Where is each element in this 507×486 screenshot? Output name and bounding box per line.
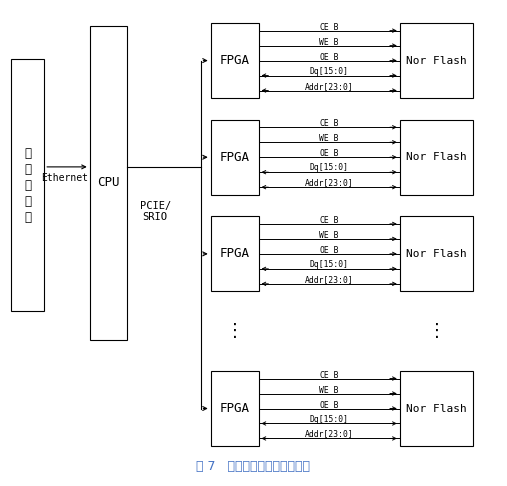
Bar (90, 26, 127, 340)
Bar (400, 120, 473, 195)
Text: ⋮: ⋮ (226, 322, 244, 340)
Text: WE_B: WE_B (319, 133, 339, 142)
Bar (210, 120, 259, 195)
Text: Nor Flash: Nor Flash (406, 55, 466, 66)
Text: 图 7   在线加载功能架构示意图: 图 7 在线加载功能架构示意图 (197, 460, 310, 472)
Text: WE_B: WE_B (319, 385, 339, 394)
Text: FPGA: FPGA (220, 54, 249, 67)
Text: Nor Flash: Nor Flash (406, 403, 466, 414)
Text: CE_B: CE_B (319, 119, 339, 127)
Text: PCIE/
SRIO: PCIE/ SRIO (139, 201, 171, 223)
Text: Dq[15:0]: Dq[15:0] (310, 415, 349, 424)
Text: Ethernet: Ethernet (41, 173, 88, 183)
Text: Dq[15:0]: Dq[15:0] (310, 67, 349, 76)
Text: WE_B: WE_B (319, 230, 339, 239)
Text: Addr[23:0]: Addr[23:0] (305, 178, 353, 187)
Text: WE_B: WE_B (319, 37, 339, 46)
Bar (210, 23, 259, 98)
Text: ⋮: ⋮ (427, 322, 446, 340)
Text: CE_B: CE_B (319, 22, 339, 31)
Text: Addr[23:0]: Addr[23:0] (305, 275, 353, 284)
Text: CPU: CPU (97, 176, 120, 189)
Text: CE_B: CE_B (319, 215, 339, 224)
Text: Dq[15:0]: Dq[15:0] (310, 260, 349, 269)
Text: OE_B: OE_B (319, 245, 339, 254)
Bar (210, 216, 259, 291)
Text: Addr[23:0]: Addr[23:0] (305, 82, 353, 91)
Text: FPGA: FPGA (220, 247, 249, 260)
Text: Nor Flash: Nor Flash (406, 152, 466, 162)
Text: OE_B: OE_B (319, 52, 339, 61)
Bar (400, 371, 473, 446)
Bar (400, 23, 473, 98)
Text: Nor Flash: Nor Flash (406, 249, 466, 259)
Text: Dq[15:0]: Dq[15:0] (310, 163, 349, 173)
Text: FPGA: FPGA (220, 402, 249, 415)
Bar (210, 371, 259, 446)
Text: FPGA: FPGA (220, 151, 249, 164)
Text: OE_B: OE_B (319, 148, 339, 157)
Text: CE_B: CE_B (319, 370, 339, 379)
Text: 远
程
计
算
机: 远 程 计 算 机 (24, 146, 31, 224)
Bar (12, 59, 44, 311)
Text: OE_B: OE_B (319, 399, 339, 409)
Text: Addr[23:0]: Addr[23:0] (305, 430, 353, 438)
Bar (400, 216, 473, 291)
